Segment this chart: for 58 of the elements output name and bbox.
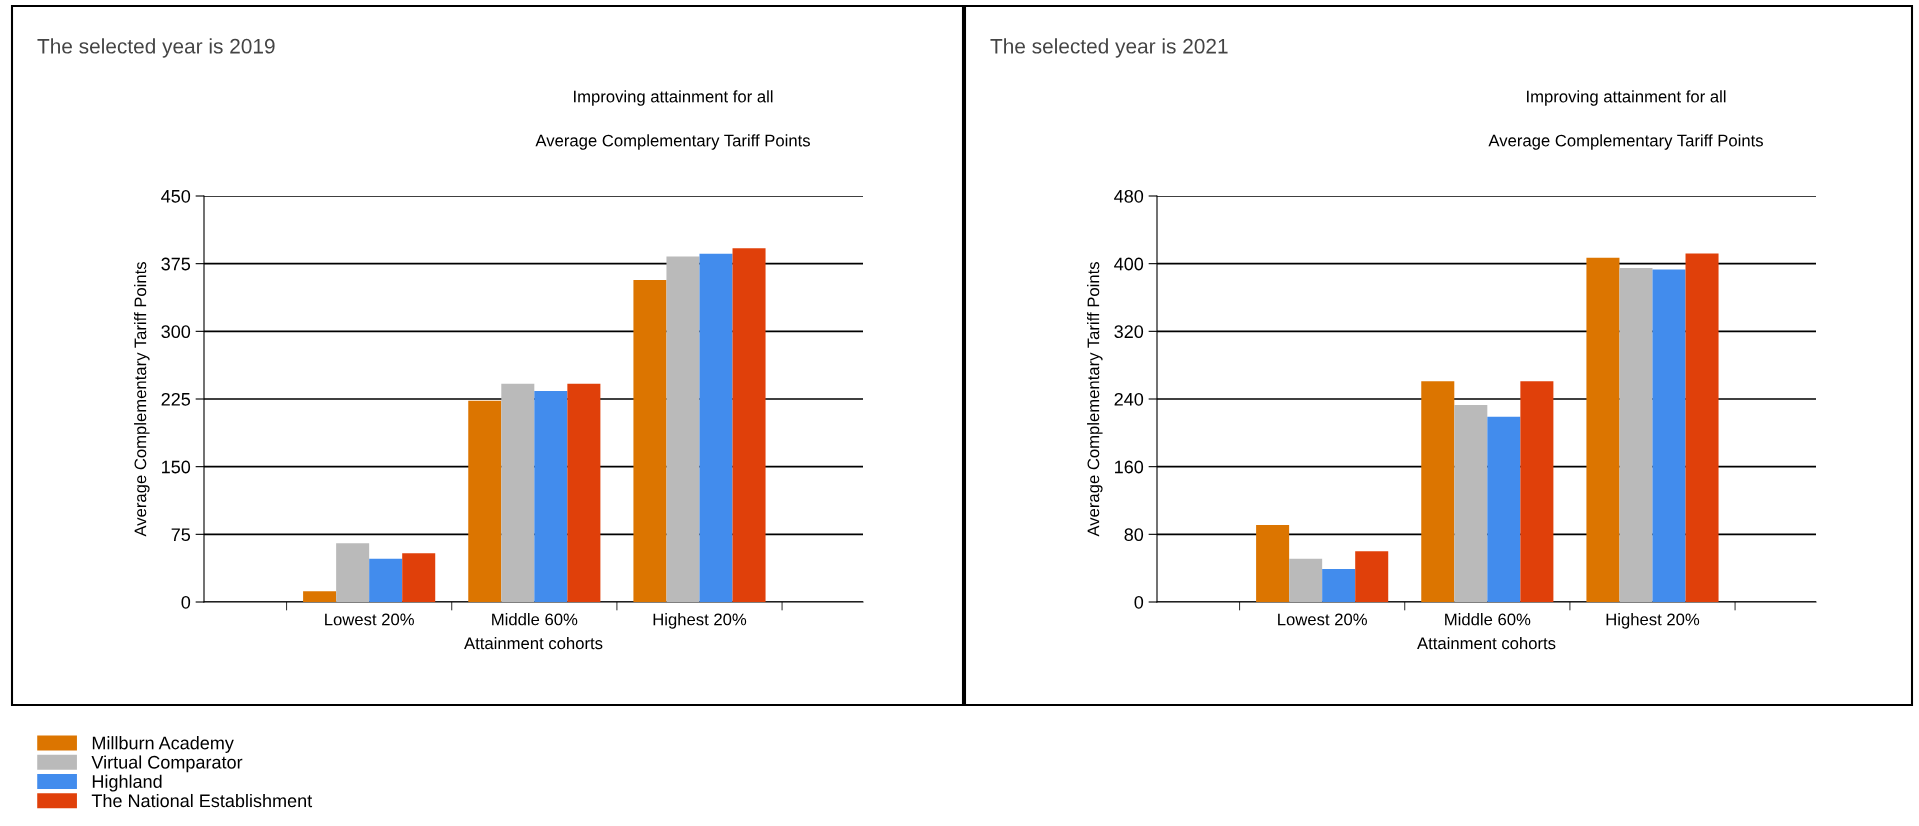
bar xyxy=(1586,257,1620,602)
chart-subtitle: Average Complementary Tariff Points xyxy=(1488,134,1763,150)
bar xyxy=(1289,558,1323,602)
text: The selected year is 2021 xyxy=(990,38,1228,58)
x-tick-label: Middle 60% xyxy=(492,613,578,626)
bar xyxy=(1421,381,1455,602)
chart-subtitle: Average Complementary Tariff Points xyxy=(535,134,810,150)
bar xyxy=(1685,253,1719,602)
y-tick-label: 80 xyxy=(1124,528,1144,542)
bar xyxy=(303,591,337,602)
y-axis-title: Average Complementary Tariff Points xyxy=(1087,262,1103,537)
bar xyxy=(1652,269,1686,602)
bar xyxy=(1487,416,1521,602)
bar xyxy=(1520,381,1554,602)
x-tick-label: Middle 60% xyxy=(1445,613,1531,626)
y-tick-label: 160 xyxy=(1115,460,1144,474)
bar xyxy=(468,400,502,602)
y-tick-label: 225 xyxy=(161,392,191,406)
chart-title: Improving attainment for all xyxy=(1527,90,1726,106)
legend-label: The National Establishment xyxy=(91,793,313,808)
x-axis-title: Attainment cohorts xyxy=(1417,636,1556,650)
y-tick-label: 0 xyxy=(1134,595,1144,609)
y-tick-label: 240 xyxy=(1114,392,1144,406)
x-tick-label: Highest 20% xyxy=(1606,613,1700,629)
y-tick-label: 400 xyxy=(1114,257,1144,271)
bar xyxy=(1454,404,1488,602)
legend-label: Highland xyxy=(92,774,162,792)
y-tick-label: 150 xyxy=(162,460,191,474)
bar xyxy=(1619,267,1653,602)
y-tick-label: 75 xyxy=(171,528,191,542)
x-tick-label: Lowest 20% xyxy=(1278,613,1367,626)
bar xyxy=(699,253,733,602)
y-tick-label: 0 xyxy=(181,595,191,609)
bar xyxy=(1355,551,1389,602)
bar xyxy=(732,248,766,602)
y-tick-label: 480 xyxy=(1114,189,1144,203)
bar xyxy=(534,390,568,602)
x-tick-label: Lowest 20% xyxy=(325,613,414,626)
bar xyxy=(633,279,667,602)
x-axis-title: Attainment cohorts xyxy=(464,636,603,650)
bar xyxy=(567,383,601,602)
y-tick-label: 375 xyxy=(161,257,191,271)
bar xyxy=(336,543,370,602)
y-tick-label: 320 xyxy=(1114,325,1144,339)
y-tick-label: 450 xyxy=(161,189,191,203)
bar xyxy=(501,383,535,602)
bar xyxy=(402,553,436,602)
bar xyxy=(666,256,700,602)
y-tick-label: 300 xyxy=(161,325,191,339)
bar xyxy=(1256,525,1290,602)
legend-label: Virtual Comparator xyxy=(91,755,243,773)
legend-label: Millburn Academy xyxy=(92,736,234,753)
bar xyxy=(1322,569,1356,602)
y-axis-title: Average Complementary Tariff Points xyxy=(134,262,150,537)
chart-title: Improving attainment for all xyxy=(574,90,773,106)
bar xyxy=(369,558,403,602)
x-tick-label: Highest 20% xyxy=(653,613,747,629)
text: The selected year is 2019 xyxy=(37,38,275,58)
